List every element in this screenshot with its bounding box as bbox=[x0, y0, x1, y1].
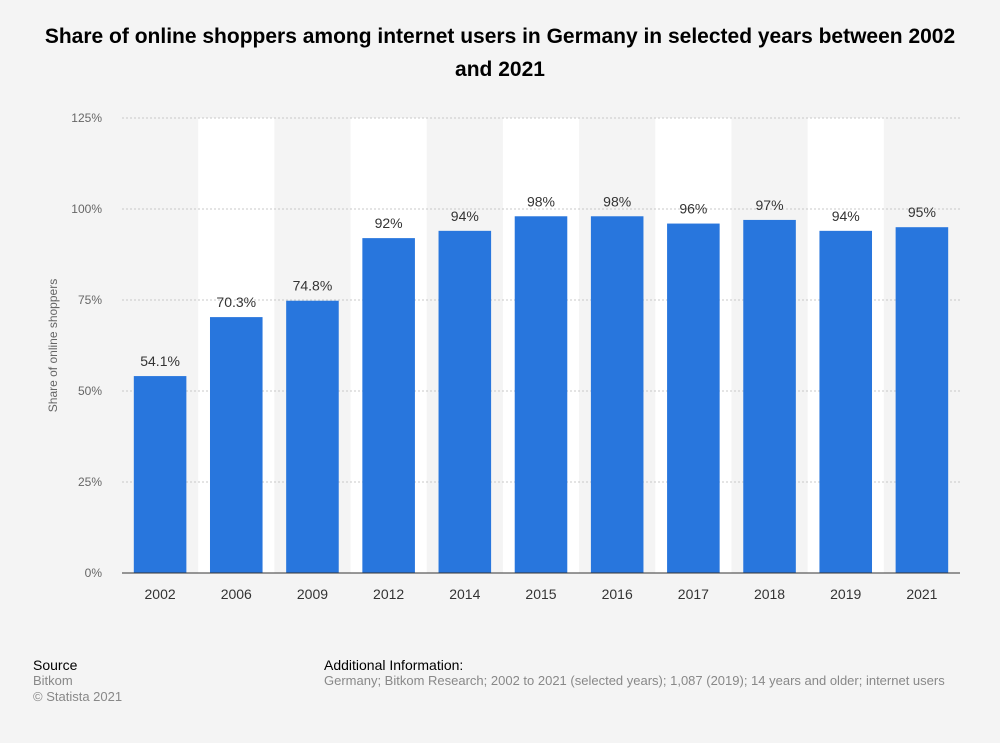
data-label: 70.3% bbox=[216, 294, 256, 310]
bar bbox=[362, 238, 415, 573]
x-tick-label: 2012 bbox=[373, 586, 404, 602]
data-label: 94% bbox=[832, 208, 860, 224]
data-label: 92% bbox=[375, 215, 403, 231]
x-tick-label: 2016 bbox=[602, 586, 633, 602]
bar bbox=[514, 216, 568, 573]
additional-info-block: Additional Information: Germany; Bitkom … bbox=[324, 657, 945, 689]
bar bbox=[133, 376, 187, 573]
y-tick-label: 0% bbox=[85, 566, 103, 580]
y-tick-label: 50% bbox=[78, 384, 102, 398]
data-label: 96% bbox=[679, 201, 707, 217]
bar bbox=[209, 317, 263, 573]
x-tick-label: 2014 bbox=[449, 586, 480, 602]
x-tick-label: 2017 bbox=[678, 586, 709, 602]
y-tick-label: 25% bbox=[78, 475, 102, 489]
copyright: © Statista 2021 bbox=[33, 689, 123, 704]
x-tick-label: 2002 bbox=[145, 586, 176, 602]
source-heading: Source bbox=[33, 657, 78, 673]
y-tick-label: 125% bbox=[71, 111, 102, 125]
x-tick-label: 2019 bbox=[830, 586, 861, 602]
bar bbox=[895, 227, 949, 573]
data-label: 94% bbox=[451, 208, 479, 224]
additional-info-heading: Additional Information: bbox=[324, 657, 464, 673]
additional-info-text: Germany; Bitkom Research; 2002 to 2021 (… bbox=[324, 673, 945, 688]
y-axis-label: Share of online shoppers bbox=[46, 279, 60, 412]
data-label: 54.1% bbox=[140, 353, 180, 369]
bar bbox=[286, 300, 339, 573]
y-tick-label: 75% bbox=[78, 293, 102, 307]
x-tick-label: 2015 bbox=[525, 586, 556, 602]
x-tick-label: 2018 bbox=[754, 586, 785, 602]
y-tick-label: 100% bbox=[71, 202, 102, 216]
bar bbox=[819, 230, 873, 573]
bar-chart: 0% 25% 50% 75% 100% 125% 54.1% 70.3% 74.8% 92% 94… bbox=[46, 111, 960, 602]
data-label: 74.8% bbox=[293, 278, 333, 294]
x-tick-label: 2006 bbox=[221, 586, 252, 602]
data-label: 95% bbox=[908, 204, 936, 220]
x-tick-label: 2009 bbox=[297, 586, 328, 602]
source-block: Source Bitkom © Statista 2021 bbox=[33, 657, 122, 705]
bar bbox=[667, 223, 720, 573]
bar bbox=[743, 219, 796, 574]
data-label: 98% bbox=[527, 193, 555, 209]
x-tick-label: 2021 bbox=[906, 586, 937, 602]
source-name: Bitkom bbox=[33, 673, 73, 688]
chart-title: Share of online shoppers among internet … bbox=[44, 25, 956, 81]
data-label: 97% bbox=[756, 197, 784, 213]
bar bbox=[590, 216, 644, 573]
bar bbox=[438, 230, 492, 573]
data-label: 98% bbox=[603, 193, 631, 209]
